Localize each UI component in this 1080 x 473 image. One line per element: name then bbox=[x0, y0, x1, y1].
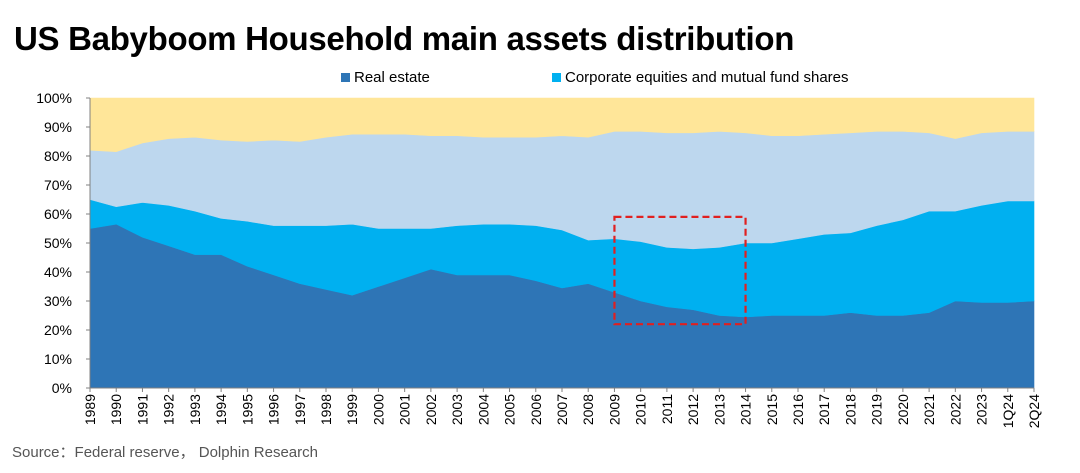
x-tick-label: 2023 bbox=[974, 394, 990, 425]
x-tick-label: 2012 bbox=[685, 394, 701, 425]
y-tick-label: 50% bbox=[44, 235, 72, 251]
x-tick-label: 2015 bbox=[764, 394, 780, 425]
x-tick-label: 2008 bbox=[580, 394, 596, 425]
x-tick-label: 2005 bbox=[502, 394, 518, 425]
x-tick-label: 2020 bbox=[895, 394, 911, 425]
y-tick-label: 80% bbox=[44, 148, 72, 164]
x-tick-label: 2016 bbox=[790, 394, 806, 425]
x-tick-label: 2Q24 bbox=[1026, 394, 1042, 428]
area-other-yellow bbox=[89, 97, 1035, 152]
legend-swatch-real-estate bbox=[341, 73, 350, 82]
x-tick-label: 2009 bbox=[606, 394, 622, 425]
legend: Real estate Corporate equities and mutua… bbox=[341, 69, 849, 86]
x-tick-label: 2010 bbox=[633, 394, 649, 425]
x-tick-label: 2017 bbox=[816, 394, 832, 425]
chart-title: US Babyboom Household main assets distri… bbox=[14, 20, 795, 57]
x-tick-label: 2007 bbox=[554, 394, 570, 425]
x-tick-label: 2021 bbox=[921, 394, 937, 425]
x-tick-label: 2003 bbox=[449, 394, 465, 425]
x-tick-label: 2019 bbox=[869, 394, 885, 425]
legend-swatch-corporate-equities bbox=[552, 73, 561, 82]
x-tick-label: 1989 bbox=[82, 394, 98, 425]
y-tick-label: 10% bbox=[44, 351, 72, 367]
x-tick-label: 1995 bbox=[239, 394, 255, 425]
legend-label-real-estate: Real estate bbox=[354, 69, 430, 86]
x-tick-label: 1994 bbox=[213, 394, 229, 425]
x-tick-label: 1993 bbox=[187, 394, 203, 425]
x-axis-ticks: 1989 1990 1991 1992 1993 1994 1995 1996 1997 1998… bbox=[82, 388, 1042, 428]
series-areas bbox=[89, 97, 1035, 389]
x-tick-label: 2018 bbox=[842, 394, 858, 425]
x-tick-label: 2014 bbox=[738, 394, 754, 425]
x-tick-label: 1992 bbox=[161, 394, 177, 425]
y-tick-label: 60% bbox=[44, 206, 72, 222]
y-tick-label: 20% bbox=[44, 322, 72, 338]
y-tick-label: 40% bbox=[44, 264, 72, 280]
x-tick-label: 1Q24 bbox=[1000, 394, 1016, 428]
legend-label-corporate-equities: Corporate equities and mutual fund share… bbox=[565, 69, 849, 86]
y-tick-label: 100% bbox=[36, 90, 72, 106]
source-note: Source：Federal reserve， Dolphin Research bbox=[12, 444, 318, 461]
x-tick-label: 2006 bbox=[528, 394, 544, 425]
x-tick-label: 2002 bbox=[423, 394, 439, 425]
annotation-layer bbox=[613, 215, 747, 326]
y-axis-ticks: 0% 10% 20% 30% 40% 50% 60% 70% 80% 90% 100% bbox=[36, 90, 90, 396]
x-tick-label: 2011 bbox=[659, 394, 675, 424]
y-tick-label: 70% bbox=[44, 177, 72, 193]
x-tick-label: 2001 bbox=[397, 394, 413, 425]
x-tick-label: 2000 bbox=[370, 394, 386, 425]
y-tick-label: 0% bbox=[52, 380, 72, 396]
y-tick-label: 30% bbox=[44, 293, 72, 309]
x-tick-label: 2013 bbox=[711, 394, 727, 425]
y-tick-label: 90% bbox=[44, 119, 72, 135]
x-tick-label: 2022 bbox=[947, 394, 963, 425]
x-tick-label: 1991 bbox=[134, 394, 150, 425]
x-tick-label: 2004 bbox=[475, 394, 491, 425]
x-tick-label: 1990 bbox=[108, 394, 124, 425]
x-tick-label: 1997 bbox=[292, 394, 308, 425]
highlight-dashed-box bbox=[613, 215, 747, 326]
x-tick-label: 1998 bbox=[318, 394, 334, 425]
x-tick-label: 1999 bbox=[344, 394, 360, 425]
x-tick-label: 1996 bbox=[266, 394, 282, 425]
